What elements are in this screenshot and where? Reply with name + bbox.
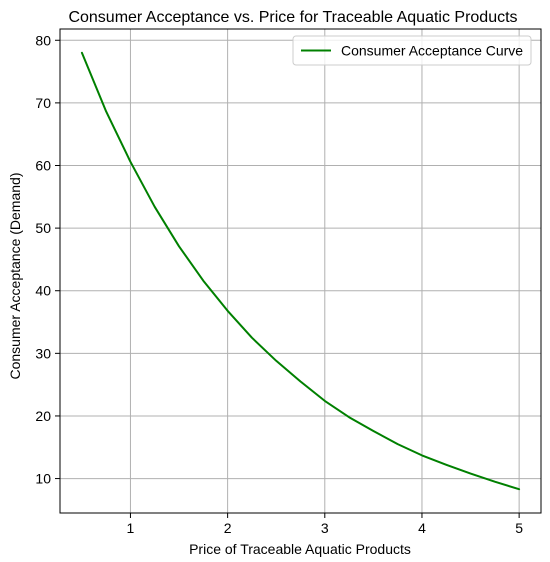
legend: Consumer Acceptance Curve xyxy=(292,35,532,66)
x-tick-label: 2 xyxy=(224,520,232,536)
series-layer xyxy=(80,51,521,491)
y-tick-label: 50 xyxy=(35,220,51,236)
legend-box xyxy=(292,35,532,66)
ticks: 1 2 3 4 5 10 20 30 40 50 60 70 80 xyxy=(35,32,523,536)
x-tick-label: 3 xyxy=(321,520,329,536)
x-tick-label: 1 xyxy=(127,520,135,536)
y-tick-label: 80 xyxy=(35,32,51,48)
x-tick-label: 5 xyxy=(515,520,523,536)
y-tick-label: 60 xyxy=(35,157,51,173)
y-tick-label: 40 xyxy=(35,283,51,299)
chart-title: Consumer Acceptance vs. Price for Tracea… xyxy=(68,9,517,26)
plot-frame xyxy=(59,28,542,514)
y-tick-label: 30 xyxy=(35,345,51,361)
y-axis-label: Consumer Acceptance (Demand) xyxy=(7,173,23,380)
x-tick-label: 4 xyxy=(418,520,426,536)
series-line-consumer-acceptance xyxy=(80,51,521,491)
x-axis-label: Price of Traceable Aquatic Products xyxy=(189,541,411,557)
legend-label: Consumer Acceptance Curve xyxy=(341,43,523,59)
y-tick-label: 20 xyxy=(35,408,51,424)
y-tick-label: 10 xyxy=(35,471,51,487)
y-tick-label: 70 xyxy=(35,95,51,111)
